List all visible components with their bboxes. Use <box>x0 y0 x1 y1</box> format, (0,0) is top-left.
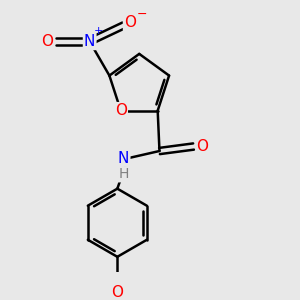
Text: N: N <box>118 151 129 166</box>
Text: N: N <box>84 34 95 49</box>
Text: O: O <box>111 285 123 300</box>
Text: O: O <box>196 139 208 154</box>
Text: −: − <box>136 8 147 21</box>
Text: O: O <box>124 15 136 30</box>
Text: O: O <box>40 34 52 49</box>
Text: H: H <box>118 167 129 181</box>
Text: O: O <box>115 103 127 118</box>
Text: +: + <box>94 26 103 36</box>
